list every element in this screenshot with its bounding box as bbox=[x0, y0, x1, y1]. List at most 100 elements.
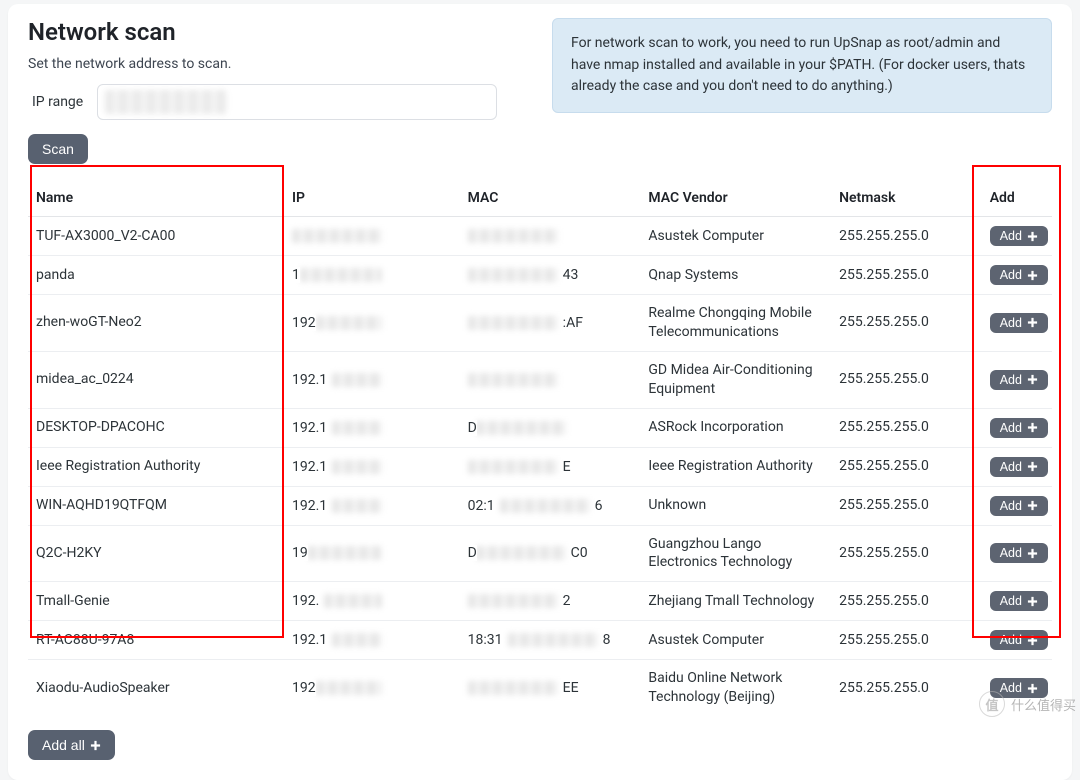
cell-name: Xiaodu-AudioSpeaker bbox=[28, 660, 284, 716]
plus-icon bbox=[1027, 317, 1038, 328]
ip-range-input-wrap bbox=[97, 84, 497, 120]
add-all-button[interactable]: Add all bbox=[28, 730, 115, 760]
add-button[interactable]: Add bbox=[990, 457, 1048, 477]
header-row: Network scan Set the network address to … bbox=[28, 18, 1052, 164]
cell-add: Add bbox=[982, 582, 1052, 621]
cell-mac bbox=[460, 217, 641, 256]
add-button[interactable]: Add bbox=[990, 630, 1048, 650]
cell-add: Add bbox=[982, 256, 1052, 295]
cell-name: zhen-woGT-Neo2 bbox=[28, 295, 284, 352]
table-row: RT-AC88U-97A8192.118:318Asustek Computer… bbox=[28, 621, 1052, 660]
cell-netmask: 255.255.255.0 bbox=[831, 217, 982, 256]
add-button[interactable]: Add bbox=[990, 265, 1048, 285]
cell-name: panda bbox=[28, 256, 284, 295]
cell-add: Add bbox=[982, 525, 1052, 582]
add-all-row: Add all bbox=[28, 730, 1052, 760]
cell-ip: 192.1 bbox=[284, 621, 460, 660]
table-row: Xiaodu-AudioSpeaker192EEBaidu Online Net… bbox=[28, 660, 1052, 716]
plus-icon bbox=[1027, 548, 1038, 559]
add-button-label: Add bbox=[1000, 373, 1022, 387]
cell-vendor: Unknown bbox=[640, 486, 831, 525]
cell-vendor: ASRock Incorporation bbox=[640, 408, 831, 447]
cell-add: Add bbox=[982, 621, 1052, 660]
plus-icon bbox=[1027, 270, 1038, 281]
cell-ip: 192 bbox=[284, 295, 460, 352]
plus-icon bbox=[1027, 596, 1038, 607]
col-header-name: Name bbox=[28, 180, 284, 217]
add-button[interactable]: Add bbox=[990, 543, 1048, 563]
cell-add: Add bbox=[982, 295, 1052, 352]
ip-range-label: IP range bbox=[28, 94, 83, 110]
add-button-label: Add bbox=[1000, 421, 1022, 435]
cell-netmask: 255.255.255.0 bbox=[831, 582, 982, 621]
cell-ip: 192.1 bbox=[284, 447, 460, 486]
results-thead: Name IP MAC MAC Vendor Netmask Add bbox=[28, 180, 1052, 217]
table-row: WIN-AQHD19QTFQM192.102:16Unknown255.255.… bbox=[28, 486, 1052, 525]
cell-mac: DC0 bbox=[460, 525, 641, 582]
cell-add: Add bbox=[982, 447, 1052, 486]
add-all-label: Add all bbox=[42, 737, 85, 753]
cell-mac: 2 bbox=[460, 582, 641, 621]
add-button-label: Add bbox=[1000, 268, 1022, 282]
cell-name: WIN-AQHD19QTFQM bbox=[28, 486, 284, 525]
results-table: Name IP MAC MAC Vendor Netmask Add TUF-A… bbox=[28, 180, 1052, 716]
plus-icon bbox=[1027, 231, 1038, 242]
col-header-ip: IP bbox=[284, 180, 460, 217]
cell-ip bbox=[284, 217, 460, 256]
cell-netmask: 255.255.255.0 bbox=[831, 408, 982, 447]
cell-name: TUF-AX3000_V2-CA00 bbox=[28, 217, 284, 256]
scan-button[interactable]: Scan bbox=[28, 134, 88, 164]
col-header-mac: MAC bbox=[460, 180, 641, 217]
cell-name: Q2C-H2KY bbox=[28, 525, 284, 582]
cell-mac: :AF bbox=[460, 295, 641, 352]
cell-name: midea_ac_0224 bbox=[28, 351, 284, 408]
page-subtitle: Set the network address to scan. bbox=[28, 56, 528, 72]
plus-icon bbox=[1027, 374, 1038, 385]
add-button[interactable]: Add bbox=[990, 370, 1048, 390]
add-button-label: Add bbox=[1000, 316, 1022, 330]
cell-mac: 43 bbox=[460, 256, 641, 295]
page-title: Network scan bbox=[28, 18, 528, 46]
add-button[interactable]: Add bbox=[990, 418, 1048, 438]
table-row: DESKTOP-DPACOHC192.1DASRock Incorporatio… bbox=[28, 408, 1052, 447]
add-button[interactable]: Add bbox=[990, 496, 1048, 516]
cell-name: Ieee Registration Authority bbox=[28, 447, 284, 486]
cell-vendor: Qnap Systems bbox=[640, 256, 831, 295]
cell-netmask: 255.255.255.0 bbox=[831, 256, 982, 295]
cell-mac: 02:16 bbox=[460, 486, 641, 525]
cell-vendor: Asustek Computer bbox=[640, 621, 831, 660]
watermark: 值 什么值得买 bbox=[979, 691, 1076, 717]
cell-vendor: Zhejiang Tmall Technology bbox=[640, 582, 831, 621]
cell-netmask: 255.255.255.0 bbox=[831, 660, 982, 716]
ip-range-input[interactable] bbox=[97, 84, 497, 120]
cell-netmask: 255.255.255.0 bbox=[831, 486, 982, 525]
add-button-label: Add bbox=[1000, 594, 1022, 608]
watermark-logo: 值 bbox=[979, 691, 1005, 717]
cell-ip: 192. bbox=[284, 582, 460, 621]
plus-icon bbox=[1027, 500, 1038, 511]
cell-mac: E bbox=[460, 447, 641, 486]
add-button-label: Add bbox=[1000, 460, 1022, 474]
cell-add: Add bbox=[982, 351, 1052, 408]
add-button[interactable]: Add bbox=[990, 226, 1048, 246]
cell-name: RT-AC88U-97A8 bbox=[28, 621, 284, 660]
cell-ip: 192.1 bbox=[284, 408, 460, 447]
add-button-label: Add bbox=[1000, 546, 1022, 560]
add-button[interactable]: Add bbox=[990, 313, 1048, 333]
plus-icon bbox=[1027, 635, 1038, 646]
cell-netmask: 255.255.255.0 bbox=[831, 525, 982, 582]
cell-ip: 192 bbox=[284, 660, 460, 716]
cell-vendor: GD Midea Air-Conditioning Equipment bbox=[640, 351, 831, 408]
cell-mac: EE bbox=[460, 660, 641, 716]
cell-name: DESKTOP-DPACOHC bbox=[28, 408, 284, 447]
cell-name: Tmall-Genie bbox=[28, 582, 284, 621]
col-header-add: Add bbox=[982, 180, 1052, 217]
table-row: midea_ac_0224192.1GD Midea Air-Condition… bbox=[28, 351, 1052, 408]
info-callout: For network scan to work, you need to ru… bbox=[552, 18, 1052, 113]
table-row: Q2C-H2KY19DC0Guangzhou Lango Electronics… bbox=[28, 525, 1052, 582]
add-button[interactable]: Add bbox=[990, 591, 1048, 611]
ip-range-row: IP range bbox=[28, 84, 528, 120]
col-header-vendor: MAC Vendor bbox=[640, 180, 831, 217]
cell-ip: 192.1 bbox=[284, 486, 460, 525]
header-left: Network scan Set the network address to … bbox=[28, 18, 528, 164]
